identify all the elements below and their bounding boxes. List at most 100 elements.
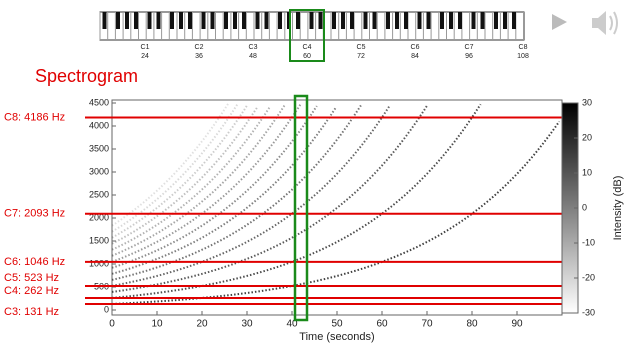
octave-midi: 24: [141, 53, 149, 60]
octave-name: C3: [249, 44, 258, 51]
black-key: [503, 12, 507, 29]
black-key: [147, 12, 152, 29]
black-key: [426, 12, 431, 29]
y-tick-label: 1500: [89, 235, 109, 245]
x-tick-label: 70: [421, 319, 433, 330]
octave-name: C1: [141, 44, 150, 51]
reference-label: C3: 131 Hz: [4, 306, 59, 318]
colorbar-tick-label: -10: [582, 237, 595, 247]
y-tick-label: 3500: [89, 143, 109, 153]
octave-midi: 36: [195, 53, 203, 60]
octave-name: C8: [519, 44, 528, 51]
black-key: [210, 12, 215, 29]
y-tick-label: 2000: [89, 212, 109, 222]
black-key: [224, 12, 228, 29]
black-key: [512, 12, 516, 29]
y-tick-label: 1000: [89, 258, 109, 268]
reference-label: C6: 1046 Hz: [4, 256, 65, 268]
black-key: [372, 12, 377, 29]
plot-area: [111, 99, 563, 316]
black-key: [278, 12, 282, 29]
black-key: [449, 12, 453, 29]
colorbar-tick-label: 20: [582, 132, 592, 142]
octave-midi: 108: [517, 53, 529, 60]
black-key: [116, 12, 120, 29]
octave-midi: 84: [411, 53, 419, 60]
black-key: [170, 12, 174, 29]
harmonic: [111, 103, 287, 257]
black-key: [458, 12, 462, 29]
harmonic: [111, 107, 258, 245]
black-key: [255, 12, 260, 29]
harmonic: [111, 102, 302, 263]
x-tick-label: 80: [466, 319, 478, 330]
colorbar-tick-label: -20: [582, 272, 595, 282]
black-key: [494, 12, 498, 29]
colorbar-tick-label: 10: [582, 167, 592, 177]
harmonic: [111, 104, 362, 281]
x-tick-label: 60: [376, 319, 388, 330]
octave-name: C5: [357, 44, 366, 51]
black-key: [156, 12, 161, 29]
black-key: [341, 12, 345, 29]
black-key: [102, 12, 107, 29]
octave-midi: 60: [303, 53, 311, 60]
black-key: [125, 12, 129, 29]
octave-midi: 72: [357, 53, 365, 60]
x-tick-label: 10: [151, 319, 163, 330]
speaker-icon[interactable]: [592, 11, 618, 35]
reference-label: C7: 2093 Hz: [4, 208, 65, 220]
colorbar-tick-label: -30: [582, 307, 595, 317]
black-key: [404, 12, 408, 29]
black-key: [417, 12, 422, 29]
black-key: [309, 12, 314, 29]
harmonic: [111, 105, 318, 269]
colorbar-label: Intensity (dB): [612, 176, 624, 241]
harmonic: [111, 105, 428, 293]
black-key: [233, 12, 237, 29]
black-key: [242, 12, 246, 29]
black-key: [201, 12, 206, 29]
y-tick-label: 3000: [89, 166, 109, 176]
octave-name: C2: [195, 44, 204, 51]
octave-midi: 48: [249, 53, 257, 60]
title: Spectrogram: [35, 66, 138, 86]
octave-name: C7: [465, 44, 474, 51]
black-key: [395, 12, 399, 29]
y-tick-label: 2500: [89, 189, 109, 199]
black-key: [134, 12, 138, 29]
x-tick-label: 20: [196, 319, 208, 330]
y-tick-label: 4000: [89, 120, 109, 130]
x-tick-label: 0: [109, 319, 115, 330]
black-key: [440, 12, 444, 29]
x-tick-label: 90: [511, 319, 523, 330]
black-key: [471, 12, 476, 29]
black-key: [188, 12, 192, 29]
harmonic: [111, 102, 239, 233]
colorbar-tick-label: 30: [582, 97, 592, 107]
time-marker: [293, 94, 309, 322]
x-axis-label: Time (seconds): [299, 331, 374, 343]
black-key: [264, 12, 269, 29]
harmonic: [111, 104, 249, 239]
black-key: [350, 12, 354, 29]
play-button[interactable]: [552, 14, 567, 30]
black-key: [318, 12, 323, 29]
octave-name: C4: [303, 44, 312, 51]
black-key: [332, 12, 336, 29]
reference-label: C5: 523 Hz: [4, 272, 59, 284]
black-key: [386, 12, 390, 29]
black-key: [296, 12, 300, 29]
x-tick-label: 30: [241, 319, 253, 330]
x-tick-label: 40: [286, 319, 298, 330]
black-key: [363, 12, 368, 29]
harmonic: [111, 120, 561, 305]
black-key: [480, 12, 485, 29]
reference-label: C8: 4186 Hz: [4, 111, 65, 123]
colorbar-tick-label: 0: [582, 202, 587, 212]
black-key: [179, 12, 183, 29]
y-tick-label: 0: [104, 304, 109, 314]
keyboard-highlight: [289, 9, 325, 62]
x-tick-label: 50: [331, 319, 343, 330]
